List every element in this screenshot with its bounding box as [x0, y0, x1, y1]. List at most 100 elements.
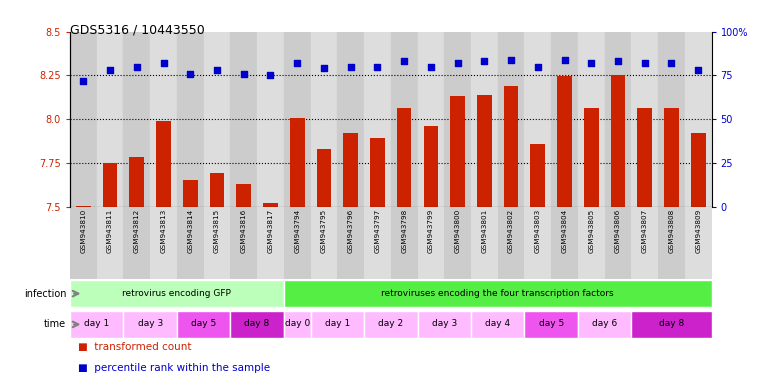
Bar	[70, 31, 97, 207]
Bar	[391, 207, 418, 279]
Bar	[524, 207, 551, 279]
Bar	[123, 31, 150, 207]
Text: GSM943817: GSM943817	[267, 209, 273, 253]
Bar	[364, 31, 391, 207]
Text: GSM943813: GSM943813	[161, 209, 167, 253]
Bar	[177, 31, 204, 207]
Point	[532, 64, 544, 70]
Bar	[343, 133, 358, 207]
Bar	[150, 31, 177, 207]
Bar	[204, 31, 231, 207]
Bar	[204, 207, 231, 279]
Bar	[664, 108, 679, 207]
Bar	[605, 31, 632, 207]
Point	[505, 56, 517, 63]
Bar	[658, 31, 685, 207]
Bar	[183, 180, 198, 207]
Point	[398, 58, 410, 65]
Text: GSM943798: GSM943798	[401, 209, 407, 253]
Bar	[257, 207, 284, 279]
Bar	[632, 31, 658, 207]
Bar	[418, 31, 444, 207]
Point	[559, 56, 571, 63]
Bar	[310, 311, 364, 338]
Bar	[691, 133, 705, 207]
Bar	[605, 207, 632, 279]
Text: GSM943810: GSM943810	[81, 209, 87, 253]
Text: GSM943794: GSM943794	[295, 209, 301, 253]
Bar	[337, 31, 364, 207]
Text: GSM943797: GSM943797	[374, 209, 380, 253]
Point	[264, 72, 276, 78]
Text: GSM943816: GSM943816	[240, 209, 247, 253]
Bar	[70, 280, 284, 307]
Point	[345, 64, 357, 70]
Bar	[418, 207, 444, 279]
Point	[478, 58, 490, 65]
Point	[665, 60, 677, 66]
Text: time: time	[44, 319, 66, 329]
Text: day 1: day 1	[84, 319, 110, 328]
Bar	[97, 207, 123, 279]
Bar	[156, 121, 171, 207]
Text: retroviruses encoding the four transcription factors: retroviruses encoding the four transcrip…	[381, 288, 614, 298]
Bar	[658, 207, 685, 279]
Text: GSM943814: GSM943814	[187, 209, 193, 253]
Bar	[210, 173, 224, 207]
Text: GSM943809: GSM943809	[695, 209, 701, 253]
Text: GSM943799: GSM943799	[428, 209, 434, 253]
Bar	[310, 31, 337, 207]
Bar	[310, 207, 337, 279]
Bar	[231, 31, 257, 207]
Bar	[685, 31, 712, 207]
Bar	[524, 31, 551, 207]
Bar	[504, 86, 518, 207]
Bar	[103, 163, 117, 207]
Point	[371, 64, 384, 70]
Point	[451, 60, 463, 66]
Text: day 8: day 8	[244, 319, 269, 328]
Bar	[524, 311, 578, 338]
Bar	[123, 207, 150, 279]
Bar	[364, 311, 418, 338]
Text: GSM943806: GSM943806	[615, 209, 621, 253]
Text: ■  percentile rank within the sample: ■ percentile rank within the sample	[78, 363, 269, 373]
Bar	[477, 94, 492, 207]
Point	[612, 58, 624, 65]
Bar	[444, 31, 471, 207]
Bar	[610, 75, 626, 207]
Text: infection: infection	[24, 289, 66, 299]
Bar	[471, 207, 498, 279]
Text: day 8: day 8	[659, 319, 684, 328]
Text: GSM943796: GSM943796	[348, 209, 354, 253]
Bar	[685, 207, 712, 279]
Bar	[70, 311, 123, 338]
Bar	[337, 207, 364, 279]
Text: GSM943815: GSM943815	[214, 209, 220, 253]
Bar	[530, 144, 545, 207]
Text: GSM943805: GSM943805	[588, 209, 594, 253]
Text: day 3: day 3	[431, 319, 457, 328]
Bar	[231, 311, 284, 338]
Bar	[150, 207, 177, 279]
Text: day 2: day 2	[378, 319, 403, 328]
Text: GSM943807: GSM943807	[642, 209, 648, 253]
Bar	[632, 207, 658, 279]
Text: GSM943808: GSM943808	[668, 209, 674, 253]
Bar	[177, 311, 231, 338]
Text: day 5: day 5	[191, 319, 216, 328]
Text: GSM943803: GSM943803	[535, 209, 541, 253]
Bar	[551, 207, 578, 279]
Text: day 0: day 0	[285, 319, 310, 328]
Bar	[451, 96, 465, 207]
Bar	[317, 149, 331, 207]
Bar	[471, 31, 498, 207]
Bar	[284, 207, 310, 279]
Point	[104, 67, 116, 73]
Text: GSM943800: GSM943800	[454, 209, 460, 253]
Bar	[444, 207, 471, 279]
Bar	[284, 311, 310, 338]
Text: day 3: day 3	[138, 319, 163, 328]
Bar	[578, 31, 605, 207]
Bar	[97, 31, 123, 207]
